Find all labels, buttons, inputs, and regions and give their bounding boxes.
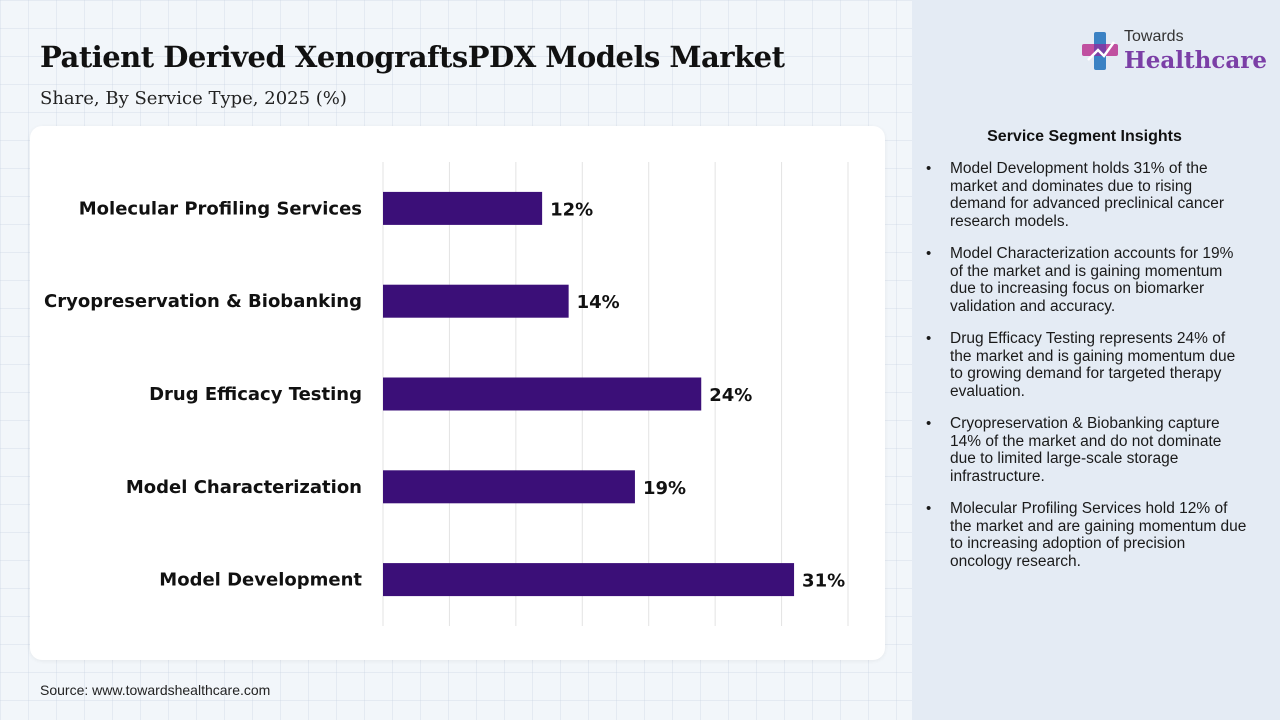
logo-text-main: Healthcare	[1124, 47, 1268, 74]
insight-item: • Model Characterization accounts for 19%…	[922, 245, 1247, 315]
value-label: 24%	[709, 385, 752, 406]
bar-chart: Molecular Profiling Services 12% Cryoprese…	[44, 162, 849, 626]
logo-text-top: Towards	[1124, 28, 1184, 45]
bar-model-characterization	[383, 470, 635, 504]
bar-cryopreservation-biobanking	[383, 284, 569, 318]
insight-text: Drug Efficacy Testing represents 24% of …	[950, 330, 1236, 400]
value-label: 14%	[577, 292, 620, 313]
chart-card: Molecular Profiling Services 12% Cryoprese…	[30, 126, 885, 660]
category-label: Model Development	[159, 570, 362, 591]
category-label: Drug Efficacy Testing	[149, 384, 362, 405]
value-label: 19%	[643, 478, 686, 499]
insights-list: • Model Development holds 31% of the mark…	[922, 160, 1247, 570]
category-label: Model Characterization	[126, 477, 362, 498]
insight-text: Molecular Profiling Services hold 12% of…	[950, 500, 1247, 570]
bullet-icon: •	[926, 330, 932, 347]
category-label: Molecular Profiling Services	[79, 198, 362, 219]
bullet-icon: •	[926, 500, 932, 517]
insight-item: • Molecular Profiling Services hold 12% o…	[922, 500, 1247, 570]
medical-cross-icon	[1082, 32, 1118, 70]
bullet-icon: •	[926, 415, 932, 432]
bullet-icon: •	[926, 245, 932, 262]
insight-text: Model Development holds 31% of the marke…	[950, 160, 1224, 230]
insight-item: • Cryopreservation & Biobanking capture 1…	[922, 415, 1247, 485]
insight-text: Model Characterization accounts for 19% …	[950, 245, 1234, 315]
brand-logo: Towards Healthcare	[1080, 28, 1267, 78]
insights-panel-background	[912, 0, 1280, 720]
value-label: 12%	[550, 199, 593, 220]
page-title: Patient Derived XenograftsPDX Models Mar…	[40, 40, 785, 74]
bar-molecular-profiling-services	[383, 191, 543, 225]
source-note: Source: www.towardshealthcare.com	[40, 682, 271, 698]
category-label: Cryopreservation & Biobanking	[44, 291, 362, 312]
page-subtitle: Share, By Service Type, 2025 (%)	[40, 88, 347, 109]
value-label: 31%	[802, 571, 845, 592]
bar-drug-efficacy-testing	[383, 377, 702, 411]
bullet-icon: •	[926, 160, 932, 177]
insight-text: Cryopreservation & Biobanking capture 14…	[950, 415, 1222, 485]
insights-title: Service Segment Insights	[987, 128, 1182, 145]
bar-model-development	[383, 563, 795, 597]
insight-item: • Model Development holds 31% of the mark…	[922, 160, 1247, 230]
insight-item: • Drug Efficacy Testing represents 24% of…	[922, 330, 1247, 400]
insights-panel: Service Segment Insights • Model Developm…	[922, 128, 1247, 585]
